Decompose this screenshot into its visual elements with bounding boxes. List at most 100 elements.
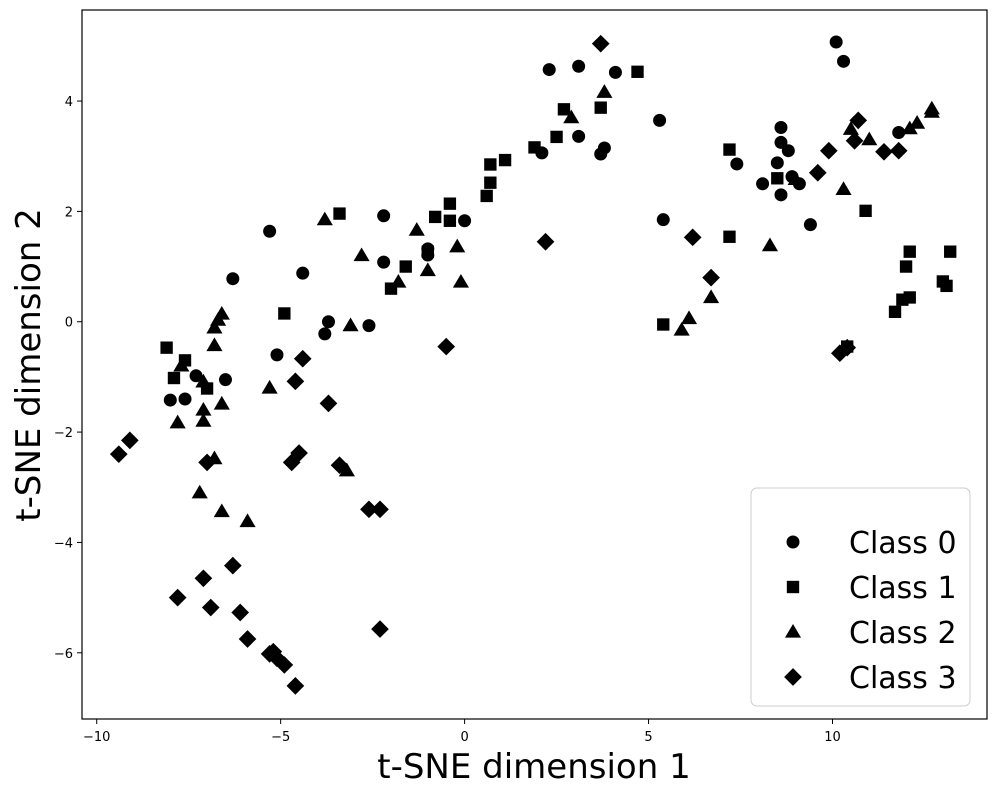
- y-tick-label: −4: [54, 536, 73, 551]
- y-tick-label: 4: [65, 95, 73, 110]
- data-point-class-0: [263, 224, 277, 238]
- data-point-class-0: [656, 213, 670, 227]
- data-point-class-0: [163, 393, 177, 407]
- data-point-class-0: [218, 373, 232, 387]
- data-point-class-2: [787, 171, 804, 186]
- data-point-class-1: [550, 130, 563, 144]
- legend-marker-class-1: [786, 580, 800, 594]
- y-tick-label: −6: [54, 647, 73, 662]
- data-point-class-2: [213, 503, 230, 518]
- data-point-class-0: [781, 144, 795, 158]
- plot-frame: [81, 9, 988, 720]
- data-point-class-3: [264, 642, 283, 661]
- legend-marker-class-3: [784, 668, 802, 686]
- data-point-class-3: [845, 131, 864, 150]
- data-point-class-2: [173, 357, 190, 372]
- y-tick-label: 2: [65, 205, 73, 220]
- data-point-class-3: [109, 445, 128, 463]
- data-point-class-2: [213, 395, 230, 410]
- data-point-class-0: [837, 54, 851, 68]
- data-point-class-3: [838, 338, 857, 357]
- data-point-class-2: [596, 84, 613, 98]
- data-point-class-3: [319, 394, 338, 413]
- data-point-class-3: [238, 630, 257, 648]
- data-point-class-3: [536, 232, 555, 251]
- data-point-class-0: [608, 65, 622, 79]
- data-point-class-3: [831, 344, 849, 363]
- data-point-class-3: [437, 337, 456, 356]
- data-point-class-1: [480, 189, 493, 203]
- data-point-class-0: [458, 214, 472, 228]
- data-point-class-2: [673, 321, 690, 336]
- y-tick-label: −2: [54, 426, 73, 441]
- data-point-class-0: [756, 177, 770, 191]
- data-point-class-2: [390, 273, 407, 288]
- points-layer: [109, 34, 957, 695]
- data-point-class-1: [278, 307, 291, 320]
- x-tick-label: 5: [644, 730, 652, 745]
- data-point-class-1: [594, 101, 607, 114]
- legend-label-class-1: Class 1: [849, 571, 957, 606]
- data-point-class-0: [226, 272, 240, 286]
- x-axis-ticks: −10 −5 0 5 10: [83, 719, 841, 745]
- data-point-class-2: [761, 237, 779, 252]
- data-point-class-3: [201, 598, 220, 617]
- data-point-class-0: [770, 156, 784, 170]
- data-point-class-2: [680, 310, 698, 325]
- data-point-class-1: [899, 260, 913, 273]
- data-point-class-2: [452, 273, 469, 288]
- data-point-class-0: [653, 113, 667, 127]
- data-point-class-0: [774, 121, 788, 135]
- data-point-class-3: [282, 453, 301, 472]
- data-point-class-3: [330, 456, 349, 475]
- data-point-class-1: [443, 214, 457, 227]
- data-point-class-0: [296, 266, 310, 280]
- data-point-class-0: [829, 35, 843, 49]
- data-point-class-2: [239, 513, 256, 528]
- x-tick-label: −10: [83, 730, 110, 745]
- data-point-class-3: [371, 500, 389, 519]
- data-point-class-2: [923, 104, 940, 118]
- y-tick-label: 0: [65, 316, 73, 331]
- data-point-class-1: [903, 245, 916, 258]
- data-point-class-2: [169, 414, 186, 429]
- y-axis-label: t-SNE dimension 2: [9, 208, 49, 521]
- data-point-class-0: [178, 392, 192, 406]
- data-point-class-3: [591, 34, 610, 53]
- data-point-class-1: [771, 172, 784, 185]
- data-point-class-3: [168, 588, 187, 607]
- data-point-class-0: [892, 125, 906, 139]
- data-point-class-2: [338, 462, 355, 477]
- data-point-class-2: [195, 412, 212, 427]
- data-point-class-2: [842, 121, 859, 135]
- data-point-class-3: [286, 677, 305, 695]
- data-point-class-2: [563, 109, 580, 124]
- x-tick-label: 10: [824, 730, 841, 745]
- data-point-class-1: [896, 293, 909, 306]
- data-point-class-3: [231, 603, 250, 622]
- data-point-class-0: [377, 209, 391, 223]
- data-point-class-2: [195, 401, 212, 416]
- data-point-class-0: [774, 188, 788, 202]
- data-point-class-2: [861, 131, 878, 146]
- data-point-class-3: [819, 141, 838, 160]
- y-axis-ticks: −6 −4 −2 0 2 4: [54, 95, 82, 662]
- data-point-class-1: [399, 260, 412, 273]
- data-point-class-1: [657, 318, 670, 331]
- data-point-class-3: [223, 556, 242, 575]
- x-axis-label: t-SNE dimension 1: [377, 747, 690, 787]
- data-point-class-1: [944, 245, 957, 258]
- data-point-class-0: [377, 255, 391, 269]
- data-point-class-1: [484, 176, 497, 189]
- data-point-class-3: [702, 268, 720, 287]
- data-point-class-2: [909, 115, 926, 129]
- legend-label-class-2: Class 2: [849, 616, 957, 651]
- data-point-class-0: [597, 141, 611, 155]
- data-point-class-2: [195, 373, 212, 388]
- data-point-class-2: [191, 484, 208, 499]
- data-point-class-2: [449, 238, 466, 253]
- data-point-class-0: [189, 369, 203, 383]
- data-point-class-3: [808, 163, 827, 182]
- data-point-class-1: [498, 153, 512, 167]
